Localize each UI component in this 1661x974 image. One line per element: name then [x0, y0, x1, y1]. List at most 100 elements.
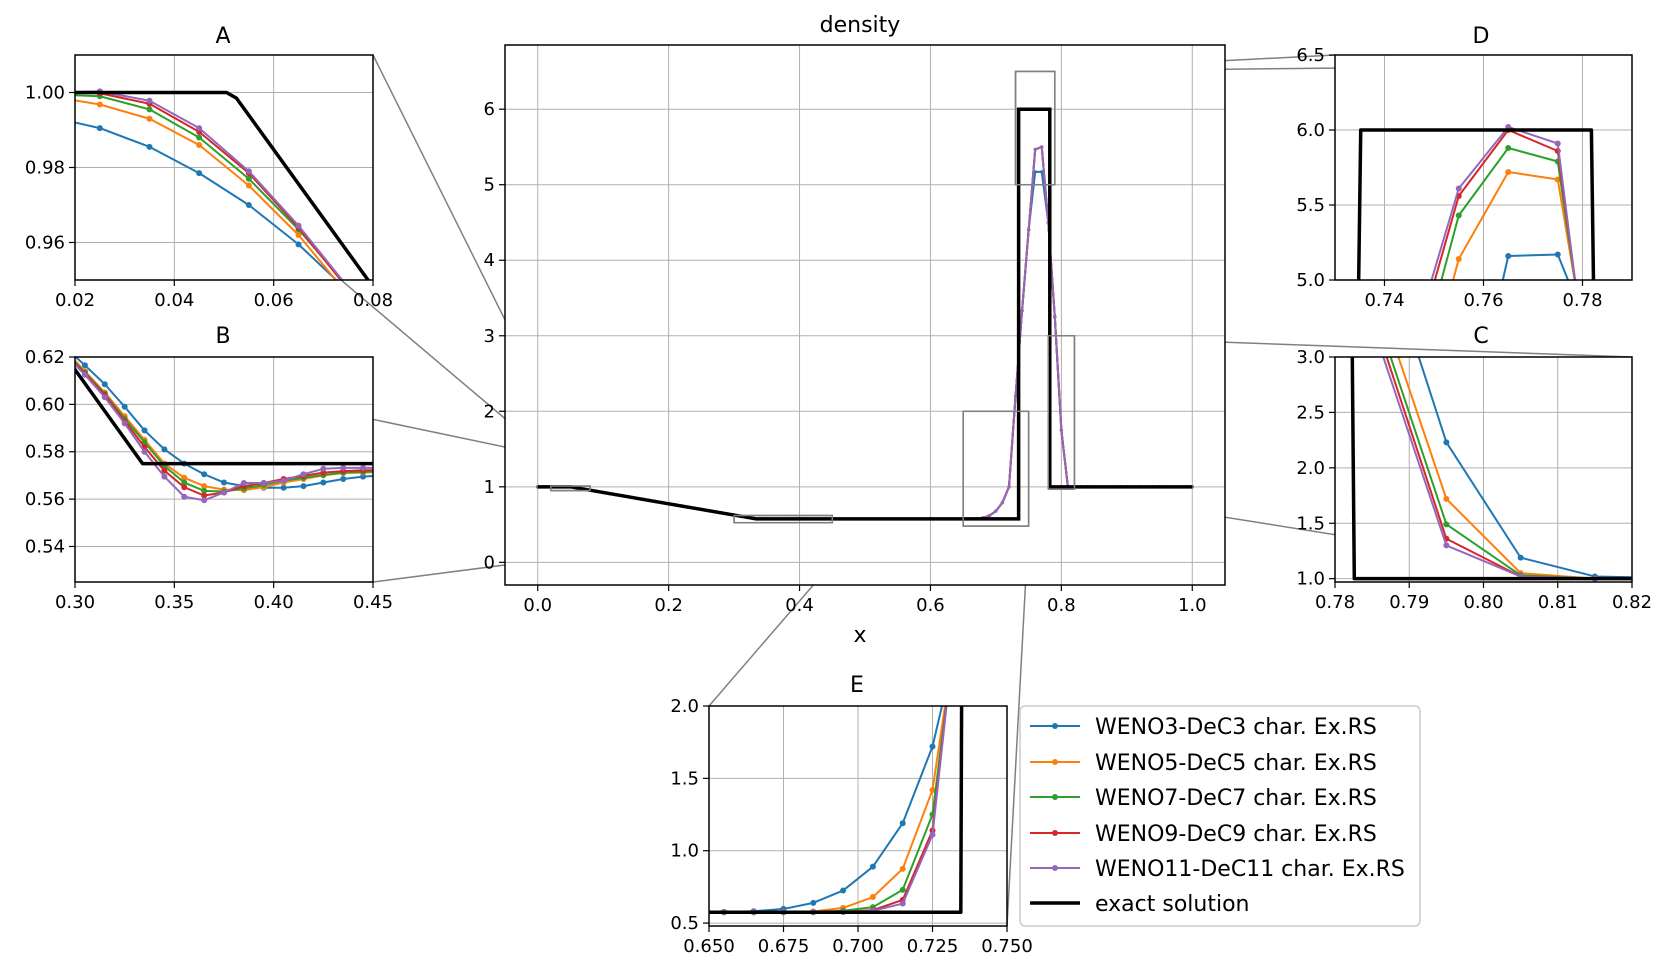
B-point-weno3: [300, 483, 307, 490]
A-point-weno5: [146, 115, 153, 122]
B-y-tick-label: 0.54: [25, 536, 65, 557]
zoom-box-outline-B: [733, 514, 834, 524]
D-point-weno5: [1455, 256, 1462, 262]
B-point-weno3: [320, 479, 327, 486]
main-ticks: 0.0 0.2 0.4 0.6 0.8 1.0 0 1 2 3 4 5 6: [484, 99, 1207, 616]
D-line-exact: [1356, 128, 1596, 280]
D-y-tick-label: 5.0: [1296, 270, 1325, 291]
inset-A-title: A: [215, 24, 230, 49]
main-point-weno11: [1040, 145, 1044, 149]
A-point-weno3: [245, 202, 252, 208]
D-series: [1356, 124, 1596, 280]
B-point-weno3: [280, 484, 287, 491]
E-x-tick-label: 0.725: [907, 936, 959, 957]
A-point-weno5: [345, 292, 351, 298]
C-point-weno5: [1443, 495, 1450, 502]
B-point-weno3: [101, 381, 108, 388]
C-ticks: 0.78 0.79 0.80 0.81 0.82 1.0 1.5 2.0 2.5 3.0: [1296, 347, 1652, 613]
inset-C-title: C: [1473, 324, 1488, 349]
inset-C-plot: 0.78 0.79 0.80 0.81 0.82 1.0 1.5 2.0 2.5 3.0: [1296, 321, 1652, 613]
D-point-weno7: [1505, 145, 1512, 151]
A-point-weno11: [146, 97, 153, 104]
main-x-tick-label: 0.2: [654, 595, 683, 616]
E-point-weno5: [929, 786, 936, 793]
inset-E-plot: 0.650 0.675 0.700 0.725 0.750 0.5 1.0 1.5 2.0: [670, 616, 1032, 957]
B-series: [75, 357, 386, 504]
D-point-weno5: [1505, 169, 1512, 175]
E-point-weno3: [959, 616, 965, 622]
legend-marker-weno9: [1052, 830, 1058, 836]
A-point-weno11: [395, 352, 401, 358]
E-series: [709, 616, 965, 916]
A-point-weno3: [345, 288, 351, 294]
D-line-weno3: [1501, 253, 1570, 280]
E-point-weno3: [899, 820, 906, 827]
B-point-weno3: [161, 446, 168, 453]
B-point-weno11: [380, 465, 386, 471]
D-y-tick-label: 6.0: [1296, 120, 1325, 141]
inset-E-title: E: [850, 673, 864, 698]
A-y-tick-label: 0.98: [25, 158, 65, 179]
B-point-weno11: [181, 493, 188, 500]
main-point-weno3: [1040, 170, 1044, 174]
A-x-tick-label: 0.02: [55, 290, 95, 311]
A-point-weno9: [395, 352, 401, 358]
C-point-weno11: [1369, 321, 1375, 327]
B-point-weno5: [181, 474, 188, 481]
legend-frame: [1019, 705, 1421, 927]
C-x-tick-label: 0.78: [1315, 592, 1355, 613]
A-point-weno5: [245, 182, 252, 189]
main-y-tick-label: 6: [484, 99, 495, 120]
legend-label-weno3: WENO3-DeC3 char. Ex.RS: [1095, 715, 1377, 740]
D-point-weno11: [1554, 140, 1561, 147]
main-point-weno11: [1000, 501, 1005, 505]
C-line-exact: [1350, 357, 1632, 581]
B-point-weno11: [141, 448, 148, 455]
C-point-weno3: [1517, 554, 1524, 561]
A-point-weno5: [295, 232, 302, 238]
D-x-tick-label: 0.78: [1562, 290, 1602, 311]
main-x-tick-label: 0.0: [523, 595, 552, 616]
B-point-weno11: [340, 464, 347, 471]
C-x-tick-label: 0.80: [1463, 592, 1503, 613]
D-x-tick-label: 0.76: [1463, 290, 1503, 311]
A-point-weno3: [295, 241, 302, 248]
C-point-weno3: [1443, 439, 1450, 446]
main-point-weno11: [1013, 394, 1018, 398]
A-line-weno5: [75, 99, 338, 280]
B-ticks: 0.30 0.35 0.40 0.45 0.54 0.56 0.58 0.60 0.62: [25, 347, 393, 613]
C-y-tick-label: 1.0: [1296, 569, 1325, 590]
C-x-tick-label: 0.79: [1389, 592, 1429, 613]
main-point-weno11: [1020, 308, 1024, 313]
B-point-weno11: [101, 394, 108, 401]
B-point-weno11: [221, 489, 227, 496]
legend-entry-weno3: WENO3-DeC3 char. Ex.RS: [1030, 715, 1377, 740]
B-point-weno11: [300, 471, 307, 478]
D-ticks: 0.74 0.76 0.78 5.0 5.5 6.0 6.5: [1296, 45, 1602, 311]
E-point-weno5: [899, 865, 906, 872]
B-x-tick-label: 0.45: [353, 592, 393, 613]
B-point-weno9: [201, 492, 208, 499]
B-point-weno11: [360, 464, 367, 471]
A-x-tick-label: 0.04: [154, 290, 194, 311]
C-y-tick-label: 3.0: [1296, 347, 1325, 368]
C-point-weno11: [1443, 542, 1450, 549]
E-point-weno3: [869, 863, 876, 870]
legend-entry-weno9: WENO9-DeC9 char. Ex.RS: [1030, 822, 1377, 847]
E-y-tick-label: 1.5: [670, 768, 699, 789]
main-frame: [504, 44, 1226, 586]
main-y-tick-label: 1: [484, 477, 495, 498]
main-point-weno11: [987, 514, 991, 518]
main-y-tick-label: 4: [484, 250, 495, 271]
A-point-weno7: [395, 352, 401, 358]
main-point-weno11: [1027, 228, 1031, 232]
B-point-weno9: [181, 484, 188, 491]
B-x-tick-label: 0.30: [55, 592, 95, 613]
main-title: density: [820, 13, 901, 38]
B-point-weno11: [280, 477, 287, 484]
E-ticks: 0.650 0.675 0.700 0.725 0.750 0.5 1.0 1.5 2.0: [670, 696, 1032, 957]
main-point-weno11: [1059, 428, 1063, 432]
legend-label-weno9: WENO9-DeC9 char. Ex.RS: [1095, 822, 1377, 847]
main-x-tick-label: 0.6: [916, 595, 945, 616]
